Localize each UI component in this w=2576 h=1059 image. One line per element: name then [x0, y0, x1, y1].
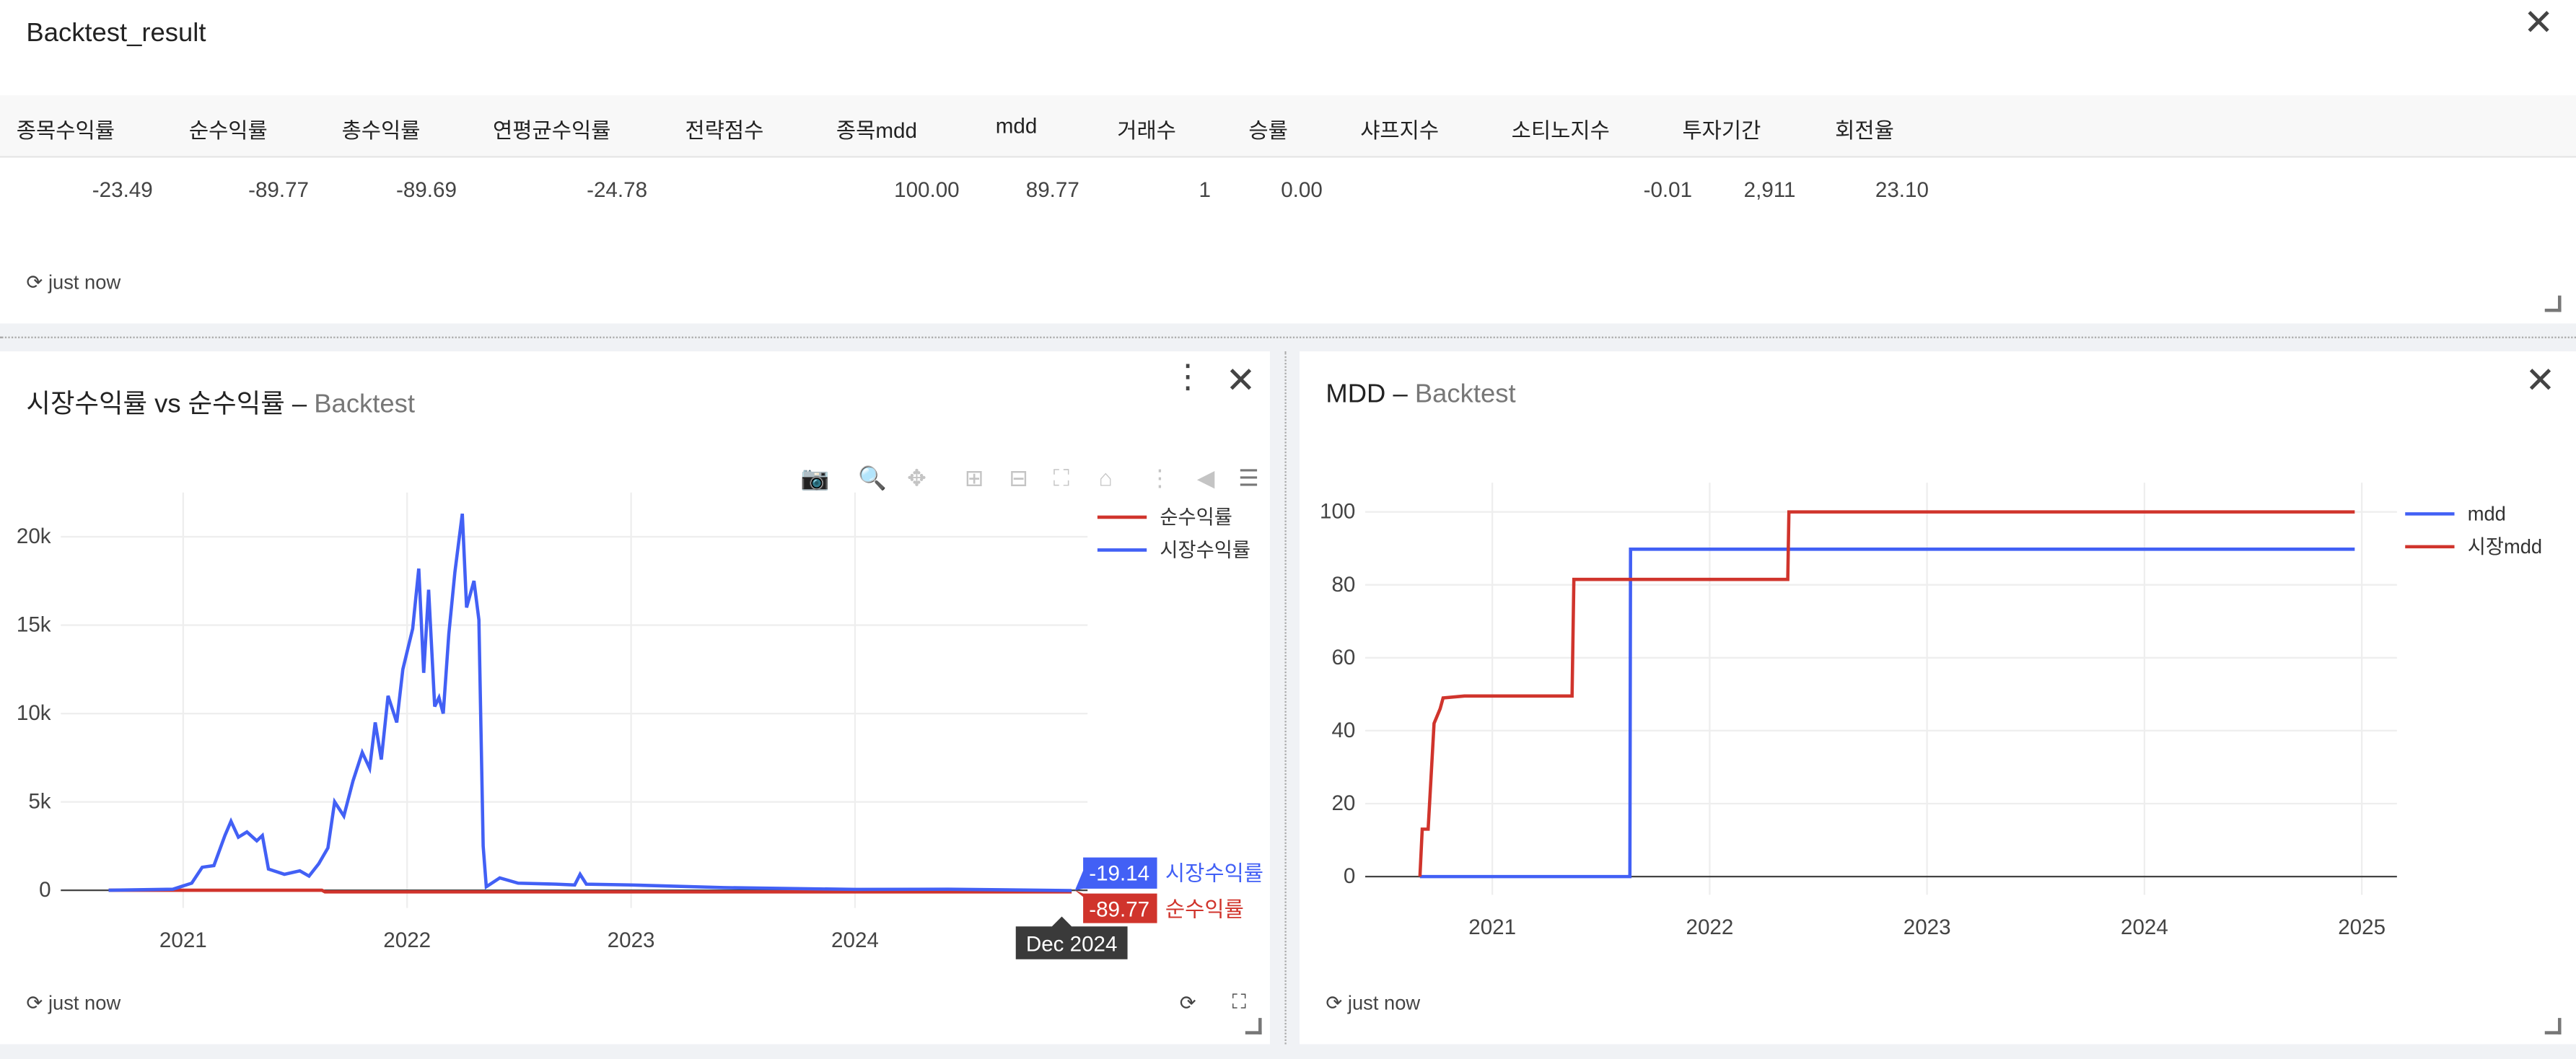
x-tick-label: 2025: [2338, 915, 2386, 939]
close-icon[interactable]: ✕: [1225, 359, 1256, 401]
y-tick-label: 10k: [17, 701, 51, 725]
panel-title: 시장수익률 vs 순수익률 – Backtest: [26, 390, 415, 419]
hover-date: Dec 2024: [1026, 932, 1118, 956]
close-icon[interactable]: ✕: [2523, 1, 2554, 43]
backtest-result-panel: Backtest_result ✕ 종목수익률 순수익률 총수익률 연평균수익률 전략점…: [0, 0, 2576, 324]
column-header[interactable]: 순수익률: [188, 118, 268, 144]
resize-handle[interactable]: [2544, 295, 2562, 312]
more-options-icon[interactable]: ⋮: [1171, 359, 1204, 396]
camera-icon[interactable]: 📷: [800, 463, 830, 491]
zoom-in-icon[interactable]: ⊞: [964, 463, 984, 491]
x-tick-label: 2024: [831, 928, 879, 952]
legend-item: 시장mdd: [2468, 535, 2542, 558]
y-tick-label: 60: [1331, 646, 1355, 669]
hover-compare-icon[interactable]: ☰: [1238, 463, 1259, 491]
table-cell: -89.77: [248, 177, 310, 202]
x-tick-label: 2022: [383, 928, 431, 952]
y-tick-label: 5k: [28, 790, 51, 814]
y-tick-label: 20: [1331, 791, 1355, 815]
column-header[interactable]: 총수익률: [341, 118, 421, 144]
resize-handle[interactable]: [1245, 1018, 1262, 1034]
series-line-1: [1418, 510, 2355, 877]
table-cell: 0.00: [1281, 177, 1323, 202]
x-tick-label: 2024: [2121, 915, 2168, 939]
series-line-1: [108, 513, 1072, 892]
hover-label-bg: [1074, 890, 1157, 923]
autoscale-icon[interactable]: ⛶: [1053, 463, 1069, 491]
y-tick-label: 100: [1320, 500, 1355, 524]
last-updated: ⟳ just now: [26, 991, 121, 1015]
column-header[interactable]: 투자기간: [1682, 118, 1761, 144]
last-updated: ⟳ just now: [26, 271, 121, 294]
column-header[interactable]: 종목mdd: [836, 118, 917, 144]
hover-series-label: 순수익률: [1165, 898, 1244, 922]
x-tick-label: 2022: [1686, 915, 1733, 939]
y-tick-label: 40: [1331, 719, 1355, 742]
table-cell: 23.10: [1875, 177, 1929, 202]
y-tick-label: 15k: [17, 613, 51, 637]
hover-value: -19.14: [1089, 861, 1149, 885]
table-cell: -0.01: [1643, 177, 1693, 202]
table-cell: -89.69: [395, 177, 457, 202]
last-updated: ⟳ just now: [1326, 991, 1421, 1015]
divider: [0, 336, 2576, 338]
fullscreen-icon[interactable]: ⛶: [1232, 990, 1246, 1014]
divider: [1284, 351, 1287, 1045]
column-header[interactable]: 종목수익률: [16, 118, 115, 144]
mdd-chart[interactable]: 2021 2022 2023 2024 2025 0 20 40 60 80 100 mdd 시장mdd: [1300, 351, 2576, 975]
close-icon[interactable]: ✕: [2525, 359, 2556, 401]
legend-item: 순수익률: [1160, 506, 1232, 528]
hover-date-bg: [1015, 916, 1128, 959]
home-icon[interactable]: ⌂: [1098, 465, 1113, 491]
hover-closest-icon[interactable]: ◀: [1196, 463, 1215, 491]
table-cell: 100.00: [894, 177, 960, 202]
returns-chart[interactable]: 2021 2022 2023 202405k10k15k20k순수익률시장수익률-19…: [0, 351, 1270, 975]
hover-series-label: 시장수익률: [1165, 861, 1263, 885]
x-tick-label: 2021: [159, 928, 207, 952]
hover-value: -89.77: [1089, 898, 1149, 922]
zoom-out-icon[interactable]: ⊟: [1009, 463, 1028, 491]
refresh-icon[interactable]: ⟳: [1179, 991, 1196, 1015]
pan-icon[interactable]: ✥: [907, 463, 926, 491]
table-cell: 2,911: [1743, 177, 1796, 202]
column-header[interactable]: 소티노지수: [1511, 118, 1610, 144]
table-cell: 1: [1199, 177, 1212, 202]
resize-handle[interactable]: [2544, 1018, 2562, 1034]
series-line-0: [108, 888, 1072, 894]
y-tick-label: 0: [39, 878, 51, 902]
column-header[interactable]: 샤프지수: [1360, 118, 1440, 144]
mdd-chart-panel: MDD – Backtest ✕ ⟳ just now: [1299, 351, 2576, 1045]
table-cell: -24.78: [587, 177, 648, 202]
column-header[interactable]: 회전율: [1835, 118, 1894, 144]
table-header: 종목수익률 순수익률 총수익률 연평균수익률 전략점수 종목mdd mdd 거래수 승률 샤프지수…: [0, 95, 2576, 158]
spike-lines-icon[interactable]: ⋮: [1148, 463, 1172, 491]
y-tick-label: 80: [1331, 573, 1355, 597]
legend-item: mdd: [2468, 502, 2506, 524]
legend-item: 시장수익률: [1160, 539, 1250, 561]
refresh-icon[interactable]: ⟳: [1326, 991, 1343, 1015]
hover-label-bg: [1074, 857, 1157, 891]
y-tick-label: 20k: [17, 524, 51, 548]
column-header[interactable]: 거래수: [1117, 118, 1176, 144]
panel-title: Backtest_result: [26, 19, 206, 48]
refresh-icon[interactable]: ⟳: [26, 991, 43, 1015]
x-tick-label: 2021: [1468, 915, 1516, 939]
column-header[interactable]: 전략점수: [685, 118, 764, 144]
panel-title: MDD – Backtest: [1326, 381, 1516, 409]
column-header[interactable]: 승률: [1248, 118, 1288, 144]
column-header[interactable]: mdd: [995, 113, 1038, 139]
series-line-0: [1419, 548, 2355, 879]
zoom-icon[interactable]: 🔍: [858, 463, 887, 491]
table-cell: -23.49: [92, 177, 153, 202]
x-tick-label: 2023: [608, 928, 655, 952]
column-header[interactable]: 연평균수익률: [493, 118, 611, 144]
table-cell: 89.77: [1025, 177, 1079, 202]
y-tick-label: 0: [1344, 864, 1355, 888]
refresh-icon[interactable]: ⟳: [26, 271, 43, 294]
x-tick-label: 2023: [1903, 915, 1951, 939]
